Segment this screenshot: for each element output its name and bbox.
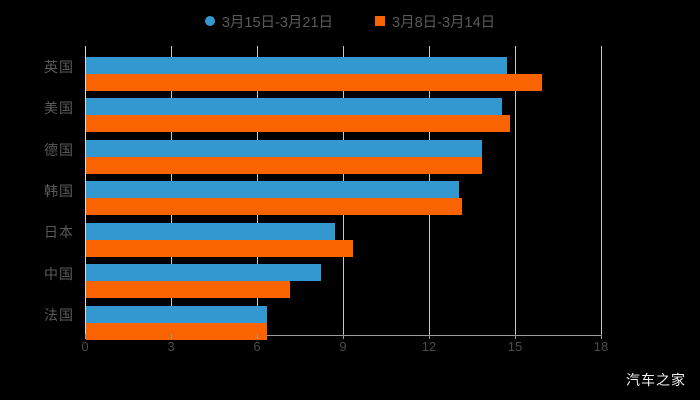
- x-axis-tick: [171, 334, 172, 339]
- y-axis-label: 英国: [44, 58, 74, 75]
- gridline: [515, 46, 516, 336]
- x-axis-tick-label: 18: [593, 339, 609, 354]
- bar-group: [86, 87, 602, 133]
- chart-legend: 3月15日-3月21日 3月8日-3月14日: [0, 8, 700, 34]
- y-axis-label: 日本: [44, 224, 74, 241]
- bar-series-a[interactable]: [86, 181, 459, 199]
- x-axis-labels: 0 3 6 9 12 15 18: [81, 334, 608, 360]
- x-axis-tick: [343, 334, 344, 339]
- x-axis-tick-label: 3: [167, 339, 175, 354]
- legend-item-series-a[interactable]: 3月15日-3月21日: [204, 11, 334, 32]
- bar-group: [86, 129, 602, 174]
- bar-group: [86, 46, 602, 91]
- bar-group: [86, 253, 602, 299]
- bar-group: [86, 212, 602, 257]
- bar-series-b[interactable]: [86, 74, 542, 91]
- x-axis-tick-label: 9: [339, 339, 347, 354]
- y-axis-line: [85, 46, 86, 336]
- plot-area: [85, 46, 602, 340]
- bar-series-a[interactable]: [86, 264, 322, 282]
- x-axis-tick-label: 15: [507, 339, 523, 354]
- bar-series-b[interactable]: [86, 281, 290, 299]
- legend-label-series-b: 3月8日-3月14日: [392, 14, 496, 31]
- circle-marker-icon: [204, 16, 215, 26]
- y-axis-labels: 英国美国德国韩国日本中国法国: [0, 46, 74, 336]
- y-axis-label: 中国: [44, 265, 74, 282]
- bar-series-a[interactable]: [86, 98, 502, 116]
- y-axis-label: 韩国: [44, 183, 74, 199]
- bar-series-a[interactable]: [86, 57, 508, 74]
- y-axis-label: 德国: [44, 141, 74, 158]
- x-axis-tick: [601, 334, 602, 339]
- bar-group: [86, 295, 602, 340]
- bar-series-b[interactable]: [86, 156, 482, 174]
- bar-series-a[interactable]: [86, 139, 482, 157]
- bar-series-b[interactable]: [86, 115, 511, 133]
- gridline: [601, 46, 602, 336]
- legend-label-series-a: 3月15日-3月21日: [221, 14, 334, 31]
- legend-item-series-b[interactable]: 3月8日-3月14日: [375, 11, 495, 32]
- x-axis-tick-label: 6: [253, 339, 261, 354]
- x-axis-tick-label: 0: [81, 339, 89, 354]
- y-axis-label: 法国: [44, 307, 74, 324]
- watermark: 汽车之家: [626, 372, 686, 388]
- bar-group: [86, 170, 602, 216]
- bar-series-b[interactable]: [86, 198, 462, 216]
- x-axis-tick: [257, 334, 258, 339]
- x-axis-tick: [515, 334, 516, 339]
- bar-series-b[interactable]: [86, 322, 267, 340]
- bar-series-a[interactable]: [86, 305, 267, 323]
- bar-series-a[interactable]: [86, 222, 336, 240]
- x-axis-tick-label: 12: [421, 339, 437, 354]
- square-marker-icon: [375, 16, 386, 26]
- x-axis-tick: [429, 334, 430, 339]
- y-axis-label: 美国: [44, 100, 74, 117]
- x-axis-tick: [85, 334, 86, 339]
- bar-series-b[interactable]: [86, 239, 353, 257]
